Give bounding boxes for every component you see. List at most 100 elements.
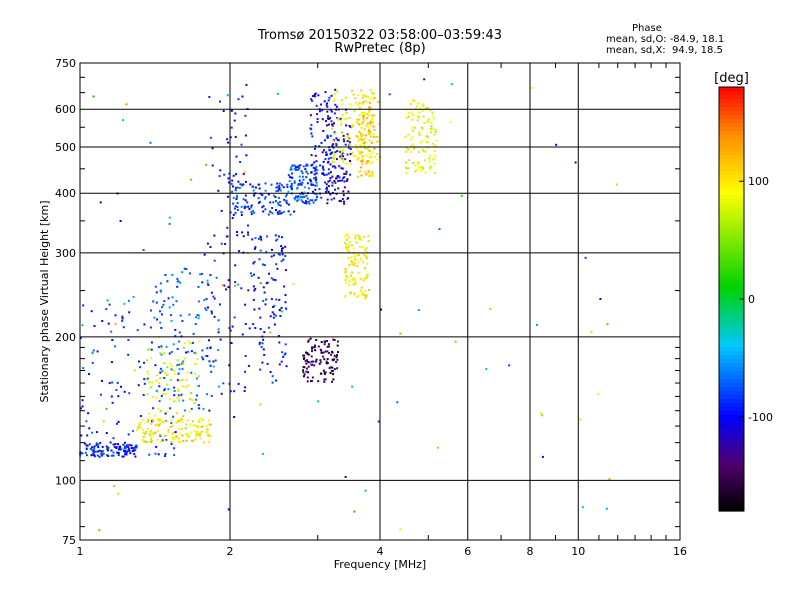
data-point — [332, 338, 335, 341]
data-point — [320, 349, 323, 352]
data-point — [228, 364, 231, 367]
data-point — [351, 385, 354, 388]
data-point — [122, 443, 125, 446]
data-point — [320, 141, 323, 144]
data-point — [131, 450, 134, 453]
data-point — [334, 151, 337, 154]
data-point — [354, 97, 357, 100]
data-point — [348, 280, 351, 283]
data-point — [420, 140, 423, 143]
data-point — [258, 237, 261, 240]
data-point — [266, 281, 269, 284]
data-point — [370, 141, 373, 144]
data-point — [300, 170, 303, 173]
data-point — [330, 198, 333, 201]
data-point — [346, 233, 349, 236]
data-point — [346, 178, 349, 181]
data-point — [489, 307, 492, 310]
data-point — [121, 119, 124, 122]
data-point — [315, 165, 318, 168]
data-point — [262, 286, 265, 289]
data-point — [431, 111, 434, 114]
data-point — [421, 166, 424, 169]
data-point — [334, 132, 337, 135]
data-point — [322, 160, 325, 163]
data-point — [146, 420, 149, 423]
data-point — [345, 246, 348, 249]
data-point — [152, 407, 155, 410]
data-point — [98, 455, 101, 458]
data-point — [310, 128, 313, 131]
data-point — [368, 106, 371, 109]
data-point — [338, 165, 341, 168]
data-point — [340, 158, 343, 161]
data-point — [170, 440, 173, 443]
data-point — [541, 455, 544, 458]
data-point — [536, 323, 538, 326]
data-point — [433, 162, 436, 165]
data-point — [196, 433, 199, 436]
data-point — [167, 430, 170, 433]
data-point — [413, 126, 416, 129]
data-point — [245, 180, 247, 183]
data-point — [333, 339, 336, 341]
data-point — [361, 160, 364, 162]
data-point — [291, 164, 294, 167]
data-point — [355, 254, 358, 257]
x-tick-label: 4 — [377, 545, 384, 558]
colorbar-segment — [719, 271, 744, 276]
data-point — [297, 184, 300, 187]
data-point — [153, 316, 156, 319]
data-point — [359, 144, 362, 147]
data-point — [325, 362, 328, 365]
data-point — [170, 368, 173, 371]
data-point — [264, 208, 267, 211]
data-point — [237, 98, 240, 101]
data-point — [285, 365, 288, 368]
y-tick-label: 300 — [55, 247, 76, 260]
data-point — [173, 400, 176, 403]
data-point — [102, 452, 105, 455]
data-point — [343, 118, 346, 120]
data-point — [213, 315, 216, 318]
data-point — [158, 385, 161, 388]
data-point — [128, 443, 131, 446]
data-point — [108, 382, 111, 385]
data-point — [240, 143, 243, 146]
data-point — [183, 409, 186, 412]
data-point — [363, 145, 366, 148]
data-point — [285, 269, 287, 272]
data-point — [136, 429, 139, 432]
data-point — [299, 182, 302, 185]
data-point — [368, 155, 371, 158]
chart-subtitle: RwPretec (8p) — [334, 41, 426, 56]
data-point — [126, 444, 129, 447]
data-point — [261, 194, 264, 197]
data-point — [168, 216, 171, 219]
data-point — [380, 308, 383, 311]
data-point — [421, 109, 424, 112]
data-point — [298, 175, 301, 178]
data-point — [210, 310, 213, 313]
data-point — [167, 429, 170, 432]
colorbar-segment — [719, 247, 744, 252]
data-point — [234, 112, 237, 115]
data-point — [417, 309, 420, 311]
data-point — [105, 432, 108, 434]
data-point — [352, 154, 355, 157]
data-point — [231, 190, 234, 193]
colorbar-segment — [719, 243, 744, 248]
data-point — [418, 111, 421, 114]
colorbar-segment — [719, 343, 744, 348]
data-point — [110, 330, 113, 333]
data-point — [293, 180, 296, 183]
data-point — [142, 440, 145, 443]
data-point — [343, 202, 346, 205]
data-point — [325, 120, 327, 123]
data-point — [197, 285, 200, 288]
grid-lines — [80, 63, 680, 540]
data-point — [329, 177, 332, 179]
data-point — [329, 117, 332, 119]
data-point — [199, 437, 202, 440]
data-point — [271, 248, 273, 251]
